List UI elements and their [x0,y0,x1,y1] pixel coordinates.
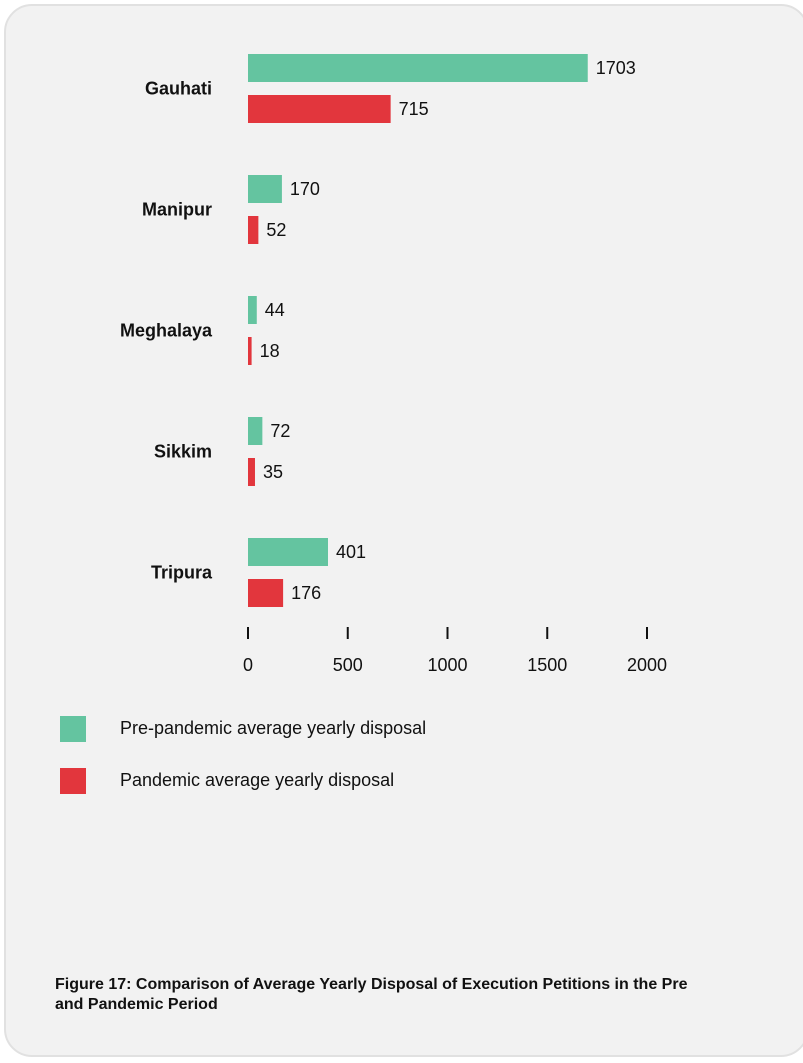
value-label-tripura-pre: 401 [336,542,366,562]
category-label-meghalaya: Meghalaya [120,321,213,341]
value-label-gauhati-pre: 1703 [596,58,636,78]
legend-label-pandemic: Pandemic average yearly disposal [120,770,395,790]
bar-meghalaya-pre [248,296,257,324]
chart-card [4,4,803,1057]
value-label-manipur-pre: 170 [290,179,320,199]
value-label-sikkim-pre: 72 [270,421,290,441]
bar-sikkim-pandemic [248,458,255,486]
bar-sikkim-pre [248,417,263,445]
bar-chart: Gauhati 1703 715 Manipur 170 52 Meghalaya 44 18 S… [120,54,667,675]
category-label-manipur: Manipur [142,200,212,220]
x-tick-label-0: 0 [243,655,253,675]
value-label-sikkim-pandemic: 35 [263,462,283,482]
bar-gauhati-pandemic [248,95,391,123]
category-label-sikkim: Sikkim [154,442,212,462]
value-label-gauhati-pandemic: 715 [399,99,429,119]
bar-tripura-pre [248,538,328,566]
category-label-gauhati: Gauhati [145,79,212,99]
bar-gauhati-pre [248,54,588,82]
bar-tripura-pandemic [248,579,284,607]
bar-manipur-pandemic [248,216,259,244]
x-tick-label-1000: 1000 [427,655,467,675]
x-tick-label-500: 500 [333,655,363,675]
value-label-tripura-pandemic: 176 [291,583,321,603]
legend-label-pre: Pre-pandemic average yearly disposal [120,718,427,738]
legend-swatch-pre [60,716,86,742]
value-label-meghalaya-pandemic: 18 [260,341,280,361]
x-tick-label-1500: 1500 [527,655,567,675]
value-label-meghalaya-pre: 44 [265,300,285,320]
bar-meghalaya-pandemic [248,337,252,365]
x-tick-label-2000: 2000 [627,655,667,675]
figure-caption: Figure 17: Comparison of Average Yearly … [55,976,688,1013]
category-label-tripura: Tripura [151,563,213,583]
bar-manipur-pre [248,175,282,203]
value-label-manipur-pandemic: 52 [266,220,286,240]
legend-swatch-pandemic [60,768,86,794]
